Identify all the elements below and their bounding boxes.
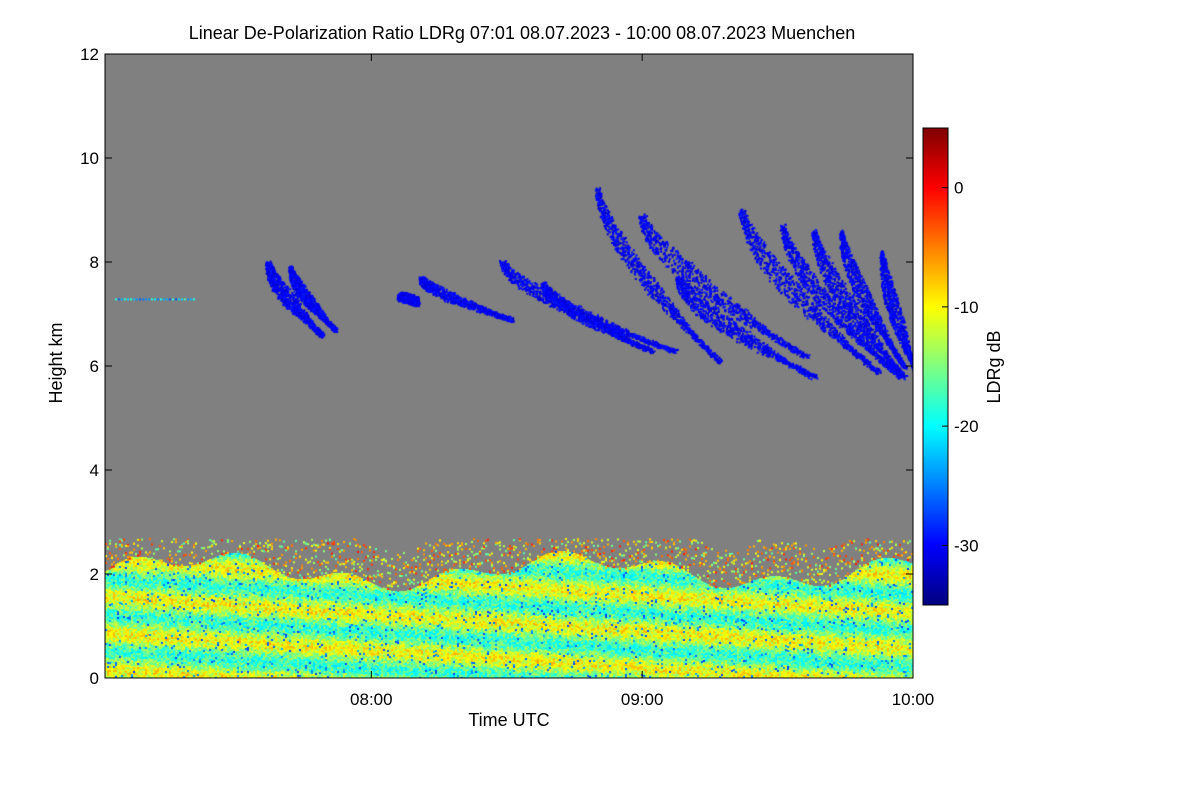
y-tick-label: 4: [90, 461, 99, 480]
y-tick-label: 8: [90, 253, 99, 272]
y-axis-ticks: 0 2 4 6 8 10 12: [80, 45, 913, 688]
y-axis-label: Height km: [46, 322, 66, 403]
x-tick-label: 09:00: [621, 690, 664, 709]
y-tick-label: 10: [80, 149, 99, 168]
colorbar-tick-label: 0: [954, 179, 963, 198]
chart-title: Linear De-Polarization Ratio LDRg 07:01 …: [189, 23, 855, 43]
colorbar-label: LDRg dB: [984, 330, 1004, 403]
x-axis-ticks: 08:00 09:00 10:00: [350, 54, 934, 709]
plot-frame: [104, 53, 914, 679]
colorbar-gradient: [923, 128, 948, 605]
x-tick-label: 10:00: [892, 690, 935, 709]
colorbar-frame: [922, 127, 949, 606]
colorbar-ticks: 0 -10 -20 -30: [942, 179, 979, 555]
x-axis-label: Time UTC: [468, 710, 549, 730]
colorbar-tick-label: -10: [954, 298, 979, 317]
colorbar-tick-label: -30: [954, 536, 979, 555]
y-tick-label: 2: [90, 565, 99, 584]
y-tick-label: 12: [80, 45, 99, 64]
x-tick-label: 08:00: [350, 690, 393, 709]
y-tick-label: 0: [90, 669, 99, 688]
y-tick-label: 6: [90, 357, 99, 376]
heatmap-plot-area: [105, 54, 913, 678]
colorbar-tick-label: -20: [954, 417, 979, 436]
